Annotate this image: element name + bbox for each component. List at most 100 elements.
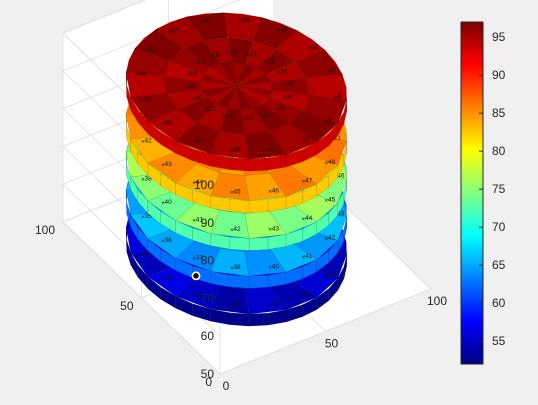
node-label: 24: [264, 112, 272, 119]
colorbar-tick-label: 75: [492, 182, 506, 196]
node-label: 17: [198, 59, 206, 66]
x-tick-label: 0: [223, 379, 230, 393]
node-label: 35: [233, 302, 241, 309]
node-marker: ×: [192, 96, 196, 103]
node-marker: ×: [268, 264, 272, 271]
node-label: 35: [144, 213, 152, 220]
node-marker: ×: [141, 214, 145, 221]
node-marker: ×: [230, 189, 234, 196]
z-tick-label: 90: [201, 216, 215, 230]
node-label: 36: [272, 301, 280, 308]
node-label: 40: [165, 199, 173, 206]
layer-side-facet: [229, 312, 250, 327]
node-label: 41: [305, 253, 313, 260]
node-marker: ×: [264, 59, 268, 66]
node-label: 37: [311, 44, 319, 51]
node-label: 47: [305, 177, 313, 184]
node-label: 42: [144, 138, 152, 145]
node-marker: ×: [230, 303, 234, 310]
node-label: 45: [233, 188, 241, 195]
node-label: 20: [195, 95, 203, 102]
node-label: 21: [209, 106, 217, 113]
node-label: 46: [165, 120, 173, 127]
grid-line: [62, 0, 147, 34]
node-label: 48: [233, 147, 241, 154]
node-marker: ×: [268, 302, 272, 309]
node-label: 45: [328, 197, 336, 204]
node-marker: ×: [230, 265, 234, 272]
node-label: 36: [165, 237, 173, 244]
node-marker: ×: [192, 138, 196, 145]
colorbar-tick-label: 85: [492, 106, 506, 120]
node-label: 42: [233, 226, 241, 233]
node-marker: ×: [324, 118, 328, 125]
node-label: 44: [139, 70, 147, 77]
node-label: 38: [144, 175, 152, 182]
node-label: 38: [328, 272, 336, 279]
node-marker: ×: [209, 53, 213, 60]
node-label: 40: [242, 17, 250, 24]
node-marker: ×: [334, 136, 338, 143]
z-tick-label: 70: [201, 291, 215, 305]
node-marker: ×: [324, 160, 328, 167]
y-tick-label: 100: [35, 223, 55, 237]
data-point-marker: [191, 271, 201, 281]
node-marker: ×: [161, 162, 165, 169]
node-label: 25: [165, 275, 173, 282]
node-marker: ×: [161, 121, 165, 128]
node-marker: ×: [301, 292, 305, 299]
node-label: 18: [190, 70, 198, 77]
node-label: 37: [196, 255, 204, 262]
colorbar-gradient: [460, 21, 484, 365]
x-tick-label: 50: [325, 337, 339, 351]
node-marker: ×: [141, 176, 145, 183]
node-label: 34: [286, 94, 294, 101]
y-tick-label: 50: [120, 299, 134, 313]
node-marker: ×: [194, 60, 198, 67]
node-label: 15: [230, 49, 238, 56]
node-marker: ×: [230, 227, 234, 234]
node-marker: ×: [284, 82, 288, 89]
node-label: 40: [337, 248, 345, 255]
colorbar-tick-label: 80: [492, 144, 506, 158]
node-label: 46: [337, 173, 345, 180]
layer-side-facet: [229, 199, 250, 213]
node-marker: ×: [324, 198, 328, 205]
node-marker: ×: [301, 178, 305, 185]
node-marker: ×: [223, 114, 227, 121]
node-marker: ×: [268, 227, 272, 234]
layer-side-facet: [229, 236, 250, 251]
node-label: 2: [305, 136, 309, 143]
node-label: 16: [212, 52, 220, 59]
node-label: 1: [337, 135, 341, 142]
layer-side-facet: [248, 199, 269, 213]
node-marker: ×: [260, 155, 264, 162]
node-marker: ×: [242, 116, 246, 123]
node-marker: ×: [201, 19, 205, 26]
node-marker: ×: [308, 45, 312, 52]
node-marker: ×: [192, 293, 196, 300]
node-label: 14: [250, 51, 258, 58]
node-marker: ×: [260, 113, 264, 120]
node-label: 1: [272, 146, 276, 153]
colorbar-tick-label: 70: [492, 220, 506, 234]
y-tick-label: 0: [205, 375, 212, 389]
colorbar-tick-label: 60: [492, 296, 506, 310]
node-marker: ×: [301, 137, 305, 144]
node-marker: ×: [141, 252, 145, 259]
layer-side-facet: [248, 157, 269, 172]
node-label: 36: [280, 69, 288, 76]
node-marker: ×: [161, 238, 165, 245]
node-label: 35: [287, 81, 295, 88]
node-marker: ×: [192, 256, 196, 263]
node-marker: ×: [227, 50, 231, 57]
node-label: 44: [305, 215, 313, 222]
layer-side-facet: [248, 312, 269, 327]
node-marker: ×: [239, 18, 243, 25]
node-marker: ×: [161, 200, 165, 207]
node-marker: ×: [135, 71, 139, 78]
node-label: 38: [233, 264, 241, 271]
